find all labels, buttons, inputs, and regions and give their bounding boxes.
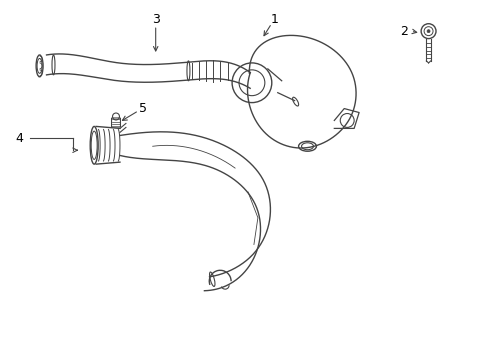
Text: 3: 3 bbox=[152, 13, 160, 26]
Text: 4: 4 bbox=[16, 132, 24, 145]
Text: 5: 5 bbox=[139, 102, 147, 115]
Text: 2: 2 bbox=[400, 24, 408, 38]
Text: 1: 1 bbox=[271, 13, 279, 26]
Circle shape bbox=[427, 30, 430, 33]
